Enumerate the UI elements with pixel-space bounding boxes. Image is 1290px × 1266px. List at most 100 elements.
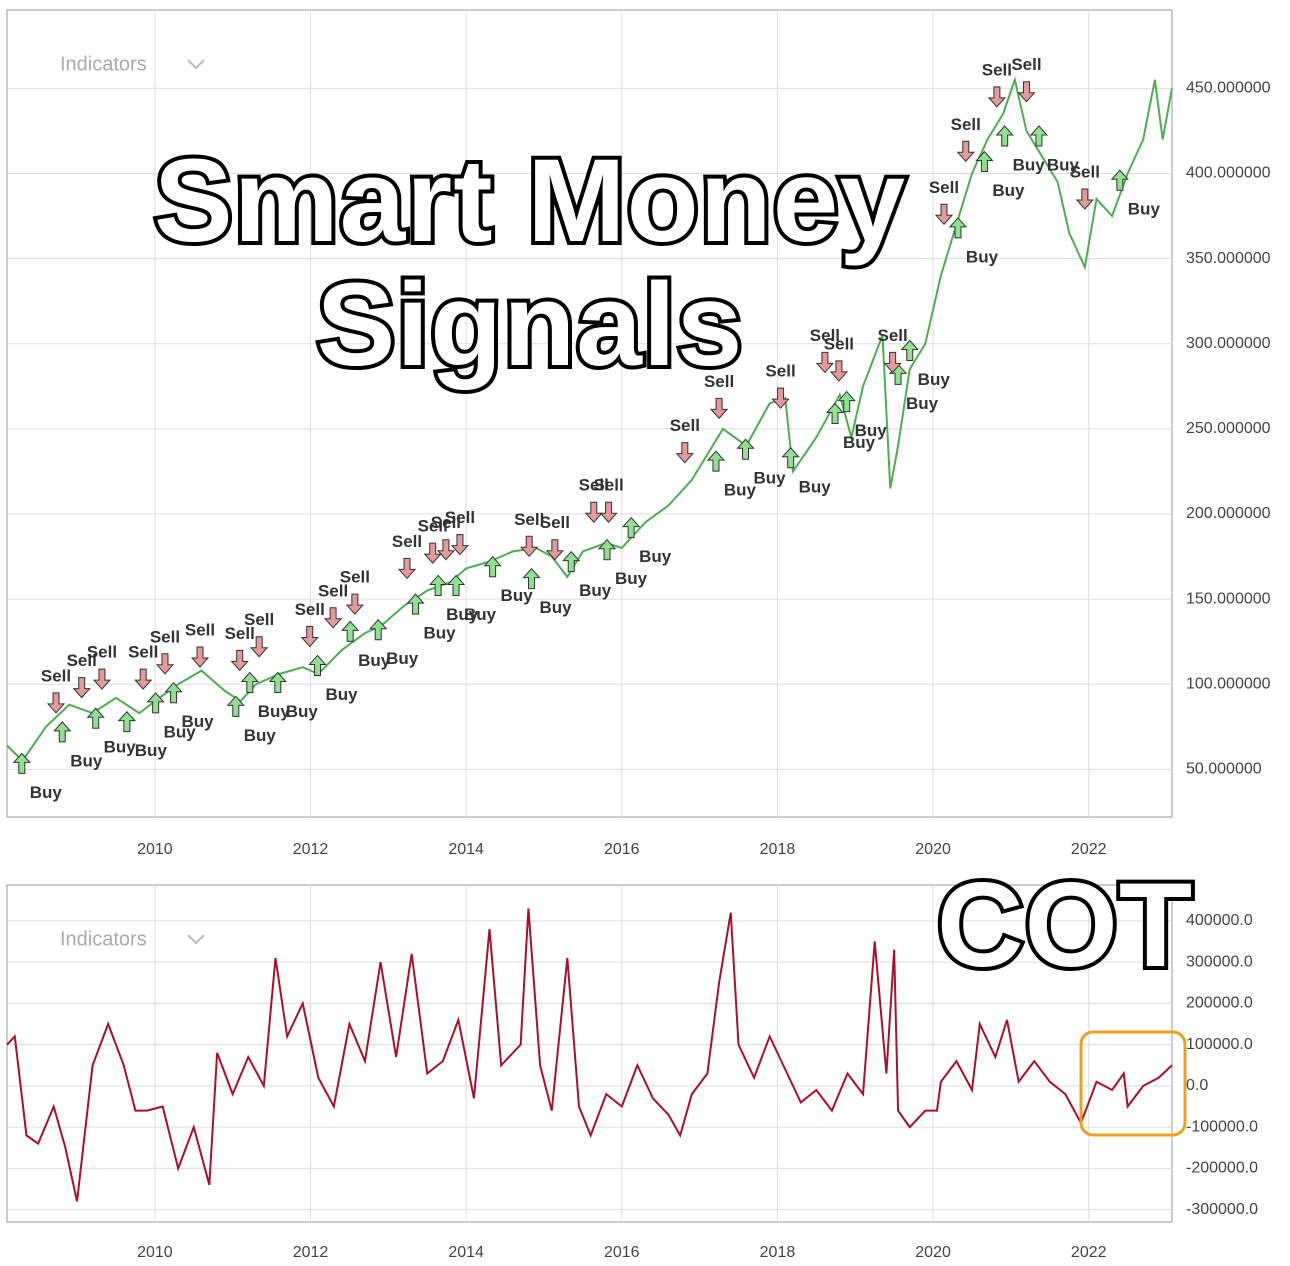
y-tick-label: 400.000000 xyxy=(1186,165,1271,182)
sell-arrow xyxy=(883,351,902,374)
sell-arrow xyxy=(1075,188,1094,210)
y-tick-label: 400000.0 xyxy=(1186,912,1253,929)
sell-arrow xyxy=(709,397,729,420)
buy-label: Buy xyxy=(539,598,572,617)
sell-label: Sell xyxy=(128,643,158,662)
buy-arrow xyxy=(781,447,800,469)
y-tick-label: 100000.0 xyxy=(1186,1036,1253,1053)
buy-label: Buy xyxy=(30,783,63,802)
x-tick-label: 2012 xyxy=(293,841,329,858)
buy-label: Buy xyxy=(181,712,214,731)
x-tick-label: 2014 xyxy=(448,1244,484,1261)
buy-label: Buy xyxy=(918,370,951,389)
y-tick-label: 150.000000 xyxy=(1186,590,1271,607)
x-tick-label: 2010 xyxy=(137,1244,173,1261)
buy-label: Buy xyxy=(424,624,457,643)
x-tick-label: 2022 xyxy=(1071,841,1107,858)
buy-label: Buy xyxy=(164,722,197,741)
buy-arrow xyxy=(12,752,31,774)
sell-arrow xyxy=(450,534,470,556)
sell-label: Sell xyxy=(185,620,215,639)
sell-label: Sell xyxy=(1070,162,1100,181)
y-tick-label: 100.000000 xyxy=(1186,675,1271,692)
buy-arrow xyxy=(369,618,388,641)
y-tick-label: 200.000000 xyxy=(1186,505,1271,522)
sell-label: Sell xyxy=(514,510,544,529)
buy-arrow xyxy=(1029,125,1049,147)
sell-label: Sell xyxy=(765,362,795,381)
y-tick-label: -300000.0 xyxy=(1186,1201,1258,1218)
buy-arrow xyxy=(837,390,856,413)
sell-arrow xyxy=(520,535,539,558)
buy-label: Buy xyxy=(286,702,319,721)
buy-arrow xyxy=(226,695,245,717)
sell-label: Sell xyxy=(340,568,370,587)
buy-label: Buy xyxy=(843,433,876,452)
y-tick-label: 350.000000 xyxy=(1186,250,1271,267)
buy-arrow xyxy=(483,555,502,578)
buy-arrow xyxy=(900,339,919,362)
sell-arrow xyxy=(345,593,364,615)
buy-arrow xyxy=(86,707,105,729)
sell-label: Sell xyxy=(1011,55,1041,74)
sell-label: Sell xyxy=(318,581,348,600)
sell-label: Sell xyxy=(225,624,255,643)
y-tick-label: 200000.0 xyxy=(1186,995,1253,1012)
indicators-button: Indicators xyxy=(60,53,147,75)
sell-label: Sell xyxy=(41,666,71,685)
buy-label: Buy xyxy=(1013,155,1046,174)
buy-arrow xyxy=(308,654,327,676)
sell-arrow xyxy=(436,539,456,561)
sell-label: Sell xyxy=(929,178,959,197)
buy-label: Buy xyxy=(615,569,648,588)
sell-label: Sell xyxy=(540,513,570,532)
buy-arrow xyxy=(975,150,994,173)
sell-label: Sell xyxy=(824,334,854,353)
buy-arrow xyxy=(562,550,581,573)
buy-label: Buy xyxy=(753,469,786,488)
chart-title: COT xyxy=(933,858,1196,992)
buy-label: Buy xyxy=(992,181,1025,200)
buy-arrow xyxy=(446,574,466,596)
y-tick-label: 50.000000 xyxy=(1186,761,1262,778)
x-tick-label: 2018 xyxy=(760,1244,796,1261)
buy-label: Buy xyxy=(1128,200,1161,219)
sell-arrow xyxy=(397,557,417,580)
sell-arrow xyxy=(134,668,153,690)
plot-area xyxy=(6,9,1173,818)
sell-arrow xyxy=(545,539,564,561)
buy-arrow xyxy=(825,402,845,424)
buy-label: Buy xyxy=(244,726,277,745)
x-tick-label: 2022 xyxy=(1071,1244,1107,1261)
buy-arrow xyxy=(429,574,448,596)
buy-arrow xyxy=(736,438,755,460)
buy-arrow xyxy=(1110,169,1129,191)
y-tick-label: 0.0 xyxy=(1186,1077,1208,1094)
buy-arrow xyxy=(268,671,287,693)
buy-label: Buy xyxy=(446,605,479,624)
dropdown-chevron xyxy=(187,934,205,945)
x-tick-label: 2020 xyxy=(915,841,951,858)
buy-arrow xyxy=(597,538,617,561)
buy-label: Buy xyxy=(1047,155,1080,174)
buy-arrow xyxy=(706,450,726,472)
sell-arrow xyxy=(1017,81,1036,103)
sell-arrow xyxy=(190,646,210,668)
buy-arrow xyxy=(995,125,1014,147)
buy-arrow xyxy=(146,692,165,714)
sell-label: Sell xyxy=(295,600,325,619)
x-tick-label: 2010 xyxy=(137,841,173,858)
sell-arrow xyxy=(155,653,175,675)
sell-label: Sell xyxy=(951,115,981,134)
sell-label: Sell xyxy=(87,643,117,662)
sell-arrow xyxy=(675,442,694,464)
sell-arrow xyxy=(92,668,112,690)
sell-arrow xyxy=(300,626,319,648)
sell-label: Sell xyxy=(982,60,1012,79)
y-tick-label: -200000.0 xyxy=(1186,1160,1258,1177)
data-line xyxy=(6,908,1173,1202)
x-tick-label: 2016 xyxy=(604,1244,640,1261)
sell-arrow xyxy=(987,86,1007,108)
